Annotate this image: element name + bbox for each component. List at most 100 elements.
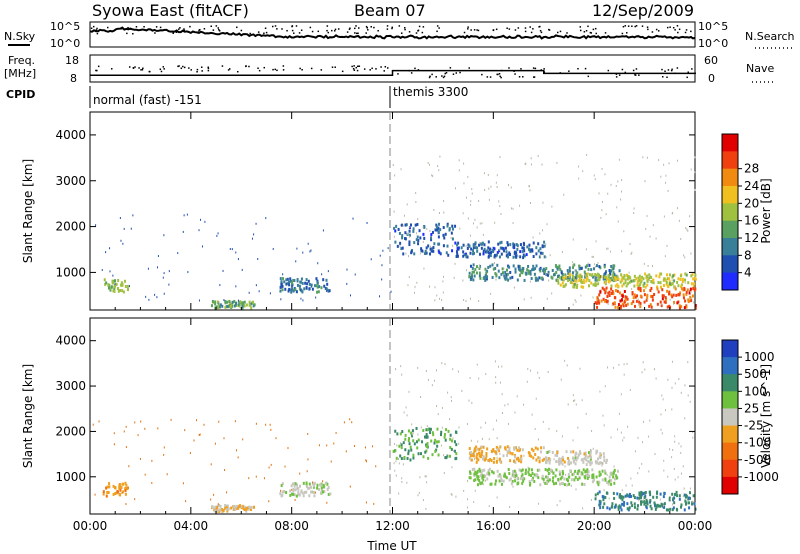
noise-cell — [437, 165, 439, 168]
scatter-cell — [217, 306, 220, 310]
noise-cell — [572, 261, 574, 264]
scatter-cell — [616, 275, 619, 279]
scatter-cell — [403, 455, 406, 459]
noise-cell — [495, 181, 497, 184]
scatter-cell — [324, 481, 327, 485]
scatter-cell — [663, 300, 666, 304]
scatter-cell — [517, 456, 520, 460]
noise-cell — [494, 221, 496, 224]
scatter-cell — [250, 505, 253, 509]
scatter-cell — [284, 287, 287, 291]
scatter-cell — [691, 294, 694, 298]
nave-dot — [190, 69, 192, 71]
noise-cell — [507, 403, 509, 406]
scatter-cell — [573, 277, 576, 281]
noise-cell — [163, 453, 165, 456]
scatter-cell — [607, 280, 610, 284]
scatter-cell — [478, 447, 481, 451]
nave-dot — [353, 65, 355, 67]
noise-cell — [147, 267, 149, 270]
scatter-cell — [571, 473, 574, 477]
scatter-cell — [572, 450, 575, 454]
x-tick-label: 08:00 — [274, 519, 309, 533]
noise-cell — [394, 442, 396, 445]
noise-cell — [661, 303, 663, 306]
scatter-cell — [639, 305, 642, 309]
scatter-cell — [526, 268, 529, 272]
scatter-cell — [596, 305, 599, 309]
noise-cell — [291, 488, 293, 491]
nsearch-dot — [265, 31, 268, 34]
noise-cell — [145, 295, 147, 298]
scatter-cell — [547, 467, 550, 471]
nave-dot — [355, 66, 358, 69]
noise-cell — [443, 472, 445, 475]
noise-cell — [648, 470, 650, 473]
noise-cell — [653, 368, 655, 371]
scatter-cell — [401, 236, 404, 240]
noise-cell — [484, 474, 486, 477]
scatter-cell — [527, 451, 530, 455]
noise-cell — [405, 252, 407, 255]
scatter-cell — [322, 483, 325, 487]
scatter-cell — [657, 504, 660, 508]
scatter-cell — [224, 305, 227, 309]
noise-cell — [542, 229, 544, 232]
noise-cell — [621, 250, 623, 253]
noise-cell — [125, 446, 127, 449]
scatter-cell — [472, 263, 475, 267]
scatter-cell — [473, 479, 476, 483]
scatter-cell — [606, 506, 609, 510]
noise-cell — [295, 260, 297, 263]
scatter-cell — [437, 235, 440, 239]
scatter-cell — [524, 468, 527, 472]
noise-cell — [678, 219, 680, 222]
scatter-cell — [111, 281, 114, 285]
nave-dot — [441, 75, 443, 77]
scatter-cell — [518, 268, 521, 272]
scatter-cell — [574, 469, 577, 473]
noise-cell — [184, 429, 186, 432]
scatter-cell — [587, 470, 590, 474]
scatter-cell — [453, 449, 456, 453]
scatter-cell — [594, 281, 597, 285]
noise-cell — [453, 450, 455, 453]
scatter-cell — [508, 251, 511, 255]
scatter-cell — [422, 232, 425, 236]
scatter-cell — [226, 300, 229, 304]
scatter-cell — [579, 274, 582, 278]
scatter-cell — [595, 278, 598, 282]
scatter-cell — [643, 293, 646, 297]
nave-dot — [635, 68, 638, 70]
scatter-cell — [578, 267, 581, 271]
noise-cell — [603, 489, 605, 492]
nave-dot — [615, 76, 618, 78]
scatter-cell — [610, 264, 613, 268]
scatter-cell — [327, 492, 330, 496]
scatter-cell — [584, 469, 587, 473]
scatter-cell — [435, 225, 438, 229]
noise-cell — [275, 437, 277, 440]
scatter-cell — [604, 289, 607, 293]
scatter-cell — [575, 458, 578, 462]
scatter-cell — [624, 494, 627, 498]
scatter-cell — [291, 281, 294, 285]
scatter-cell — [438, 242, 441, 246]
scatter-cell — [596, 492, 599, 496]
scatter-cell — [445, 456, 448, 460]
scatter-cell — [598, 470, 601, 474]
scatter-cell — [626, 273, 629, 277]
scatter-cell — [651, 295, 654, 299]
nsearch-dot — [354, 27, 356, 30]
scatter-cell — [507, 264, 510, 268]
scatter-cell — [421, 249, 424, 253]
nave-dot — [632, 69, 635, 72]
scatter-cell — [619, 306, 622, 310]
scatter-cell — [449, 437, 452, 441]
scatter-cell — [108, 485, 111, 489]
scatter-cell — [450, 447, 453, 451]
noise-cell — [587, 262, 589, 265]
scatter-cell — [507, 468, 510, 472]
scatter-cell — [439, 228, 442, 232]
noise-cell — [546, 223, 548, 226]
